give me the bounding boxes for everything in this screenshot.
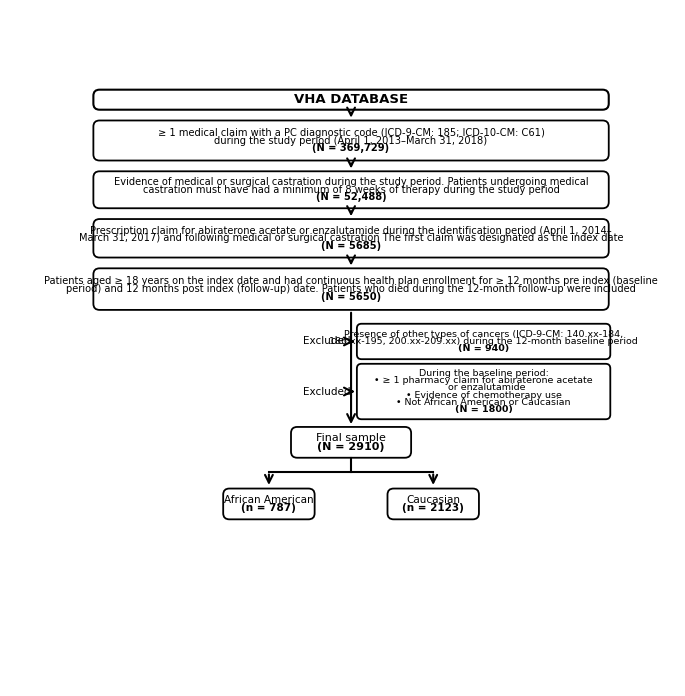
- Text: African American: African American: [224, 495, 314, 505]
- FancyBboxPatch shape: [93, 171, 609, 208]
- Text: • Evidence of chemotherapy use: • Evidence of chemotherapy use: [406, 390, 562, 400]
- Text: period) and 12 months post index (follow-up) date. Patients who died during the : period) and 12 months post index (follow…: [66, 284, 636, 294]
- Text: (N = 5685): (N = 5685): [321, 241, 381, 251]
- Text: Evidence of medical or surgical castration during the study period. Patients und: Evidence of medical or surgical castrati…: [114, 177, 588, 187]
- Text: ≥ 1 medical claim with a PC diagnostic code (ICD-9-CM: 185; ICD-10-CM: C61): ≥ 1 medical claim with a PC diagnostic c…: [158, 128, 545, 138]
- Text: (N = 369,729): (N = 369,729): [312, 143, 390, 153]
- Text: Patients aged ≥ 18 years on the index date and had continuous health plan enroll: Patients aged ≥ 18 years on the index da…: [45, 276, 658, 287]
- Text: Excluded: Excluded: [303, 386, 350, 397]
- Text: Prescription claim for abiraterone acetate or enzalutamide during the identifica: Prescription claim for abiraterone aceta…: [90, 226, 612, 236]
- Text: Presence of other types of cancers (ICD-9-CM: 140.xx-184,: Presence of other types of cancers (ICD-…: [344, 330, 623, 339]
- Text: (N = 52,488): (N = 52,488): [316, 192, 386, 203]
- Text: (N = 1800): (N = 1800): [455, 404, 512, 413]
- FancyBboxPatch shape: [93, 219, 609, 258]
- FancyBboxPatch shape: [93, 90, 609, 110]
- Text: (N = 5650): (N = 5650): [321, 292, 381, 302]
- Text: March 31, 2017) and following medical or surgical castration The first claim was: March 31, 2017) and following medical or…: [79, 233, 623, 244]
- Text: (N = 2910): (N = 2910): [317, 442, 385, 452]
- Text: (n = 2123): (n = 2123): [402, 503, 464, 513]
- FancyBboxPatch shape: [223, 489, 314, 519]
- FancyBboxPatch shape: [388, 489, 479, 519]
- Text: Excluded: Excluded: [303, 336, 350, 347]
- Text: Final sample: Final sample: [316, 433, 386, 443]
- Text: castration must have had a minimum of 8 weeks of therapy during the study period: castration must have had a minimum of 8 …: [142, 184, 560, 195]
- Text: or enzalutamide: or enzalutamide: [442, 383, 525, 393]
- FancyBboxPatch shape: [291, 427, 411, 458]
- Text: during the study period (April 1, 2013–March 31, 2018): during the study period (April 1, 2013–M…: [214, 136, 488, 145]
- FancyBboxPatch shape: [93, 120, 609, 161]
- FancyBboxPatch shape: [93, 269, 609, 310]
- FancyBboxPatch shape: [357, 324, 610, 359]
- Text: (n = 787): (n = 787): [242, 503, 297, 513]
- FancyBboxPatch shape: [357, 364, 610, 419]
- Text: Caucasian: Caucasian: [406, 495, 460, 505]
- Text: (N = 940): (N = 940): [458, 345, 509, 354]
- Text: • ≥ 1 pharmacy claim for abiraterone acetate: • ≥ 1 pharmacy claim for abiraterone ace…: [374, 377, 593, 386]
- Text: During the baseline period:: During the baseline period:: [419, 370, 549, 379]
- Text: 186.xx-195, 200.xx-209.xx) during the 12-month baseline period: 186.xx-195, 200.xx-209.xx) during the 12…: [329, 337, 638, 346]
- Text: • Not African American or Caucasian: • Not African American or Caucasian: [397, 397, 571, 406]
- Text: VHA DATABASE: VHA DATABASE: [294, 93, 408, 106]
